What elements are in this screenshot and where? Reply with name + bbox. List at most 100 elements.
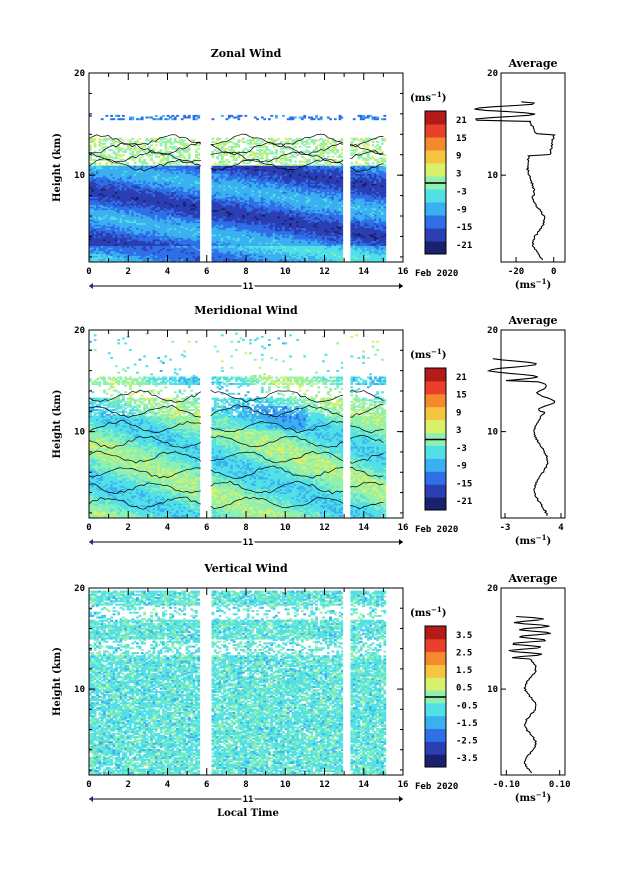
heatmap-cell: [195, 188, 198, 191]
heatmap-cell: [251, 190, 255, 193]
heatmap-cell: [122, 224, 125, 227]
heatmap-cell: [117, 234, 121, 237]
heatmap-cell: [220, 219, 224, 222]
heatmap-cell: [176, 167, 179, 170]
heatmap-cell: [157, 229, 161, 232]
heatmap-cell: [157, 204, 161, 207]
heatmap-cell: [131, 147, 135, 150]
heatmap-cell: [147, 235, 151, 238]
heatmap-cell: [147, 196, 151, 199]
heatmap-cell: [169, 190, 172, 193]
heatmap-cell: [122, 167, 125, 170]
heatmap-cell: [216, 239, 219, 242]
heatmap-cell: [138, 149, 142, 152]
heatmap-cell: [145, 198, 149, 201]
heatmap-cell: [131, 229, 135, 232]
heatmap-cell: [183, 177, 186, 179]
heatmap-cell: [114, 198, 118, 201]
heatmap-cell: [154, 232, 158, 235]
heatmap-cell: [169, 193, 172, 196]
heatmap-cell: [122, 227, 125, 230]
heatmap-cell: [98, 260, 102, 263]
heatmap-cell: [223, 183, 226, 186]
heatmap-cell: [164, 242, 168, 245]
heatmap-cell: [100, 209, 104, 212]
heatmap-cell: [176, 230, 179, 233]
heatmap-cell: [185, 177, 189, 179]
heatmap-cell: [230, 244, 234, 246]
heatmap-cell: [133, 258, 137, 261]
heatmap-cell: [190, 175, 194, 178]
heatmap-cell: [114, 253, 118, 256]
heatmap-cell: [152, 216, 156, 219]
heatmap-cell: [237, 235, 241, 238]
heatmap-cell: [150, 258, 153, 261]
heatmap-cell: [256, 139, 259, 142]
heatmap-cell: [223, 230, 226, 233]
heatmap-cell: [89, 221, 92, 224]
heatmap-cell: [107, 211, 111, 214]
heatmap-cell: [152, 226, 156, 228]
heatmap-cell: [112, 162, 116, 165]
heatmap-cell: [211, 191, 215, 194]
heatmap-cell: [220, 181, 224, 184]
heatmap-cell: [131, 118, 135, 121]
heatmap-cell: [100, 142, 104, 145]
heatmap-cell: [220, 214, 224, 217]
heatmap-cell: [93, 186, 97, 189]
heatmap-cell: [143, 208, 146, 211]
heatmap-cell: [110, 178, 113, 181]
heatmap-cell: [93, 211, 97, 214]
heatmap-cell: [110, 144, 113, 147]
heatmap-cell: [119, 198, 123, 201]
heatmap-cell: [138, 247, 142, 250]
heatmap-cell: [136, 222, 139, 225]
heatmap-cell: [105, 157, 109, 160]
heatmap-cell: [244, 232, 248, 235]
heatmap-cell: [185, 162, 189, 165]
heatmap-cell: [164, 186, 168, 189]
heatmap-cell: [162, 216, 165, 219]
heatmap-cell: [162, 196, 165, 199]
heatmap-cell: [126, 216, 130, 219]
heatmap-cell: [143, 240, 146, 243]
heatmap-cell: [192, 178, 196, 181]
heatmap-cell: [98, 180, 102, 183]
heatmap-cell: [220, 196, 224, 199]
heatmap-cell: [197, 141, 201, 143]
heatmap-cell: [129, 186, 132, 189]
heatmap-cell: [159, 240, 163, 243]
heatmap-cell: [93, 213, 97, 215]
heatmap-cell: [162, 172, 165, 175]
heatmap-cell: [159, 248, 163, 251]
heatmap-cell: [213, 221, 217, 224]
heatmap-cell: [164, 217, 168, 220]
heatmap-cell: [242, 222, 245, 225]
heatmap-cell: [159, 214, 163, 217]
heatmap-cell: [227, 219, 231, 222]
heatmap-cell: [187, 214, 191, 217]
heatmap-cell: [180, 247, 184, 250]
heatmap-cell: [232, 183, 236, 186]
heatmap-cell: [235, 255, 238, 258]
heatmap-cell: [211, 198, 215, 201]
heatmap-cell: [96, 216, 99, 219]
heatmap-cell: [107, 235, 111, 238]
heatmap-cell: [223, 178, 226, 181]
heatmap-cell: [119, 195, 123, 197]
heatmap-cell: [187, 152, 191, 155]
heatmap-cell: [89, 145, 92, 148]
heatmap-cell: [131, 181, 135, 184]
heatmap-cell: [223, 242, 226, 245]
heatmap-cell: [180, 142, 184, 145]
heatmap-cell: [256, 142, 259, 145]
heatmap-cell: [218, 204, 222, 207]
heatmap-cell: [183, 196, 186, 199]
heatmap-cell: [119, 170, 123, 173]
heatmap-cell: [147, 203, 151, 206]
heatmap-cell: [239, 193, 243, 196]
heatmap-cell: [178, 239, 182, 242]
heatmap-cell: [173, 248, 177, 251]
heatmap-cell: [169, 237, 172, 240]
heatmap-cell: [232, 188, 236, 191]
